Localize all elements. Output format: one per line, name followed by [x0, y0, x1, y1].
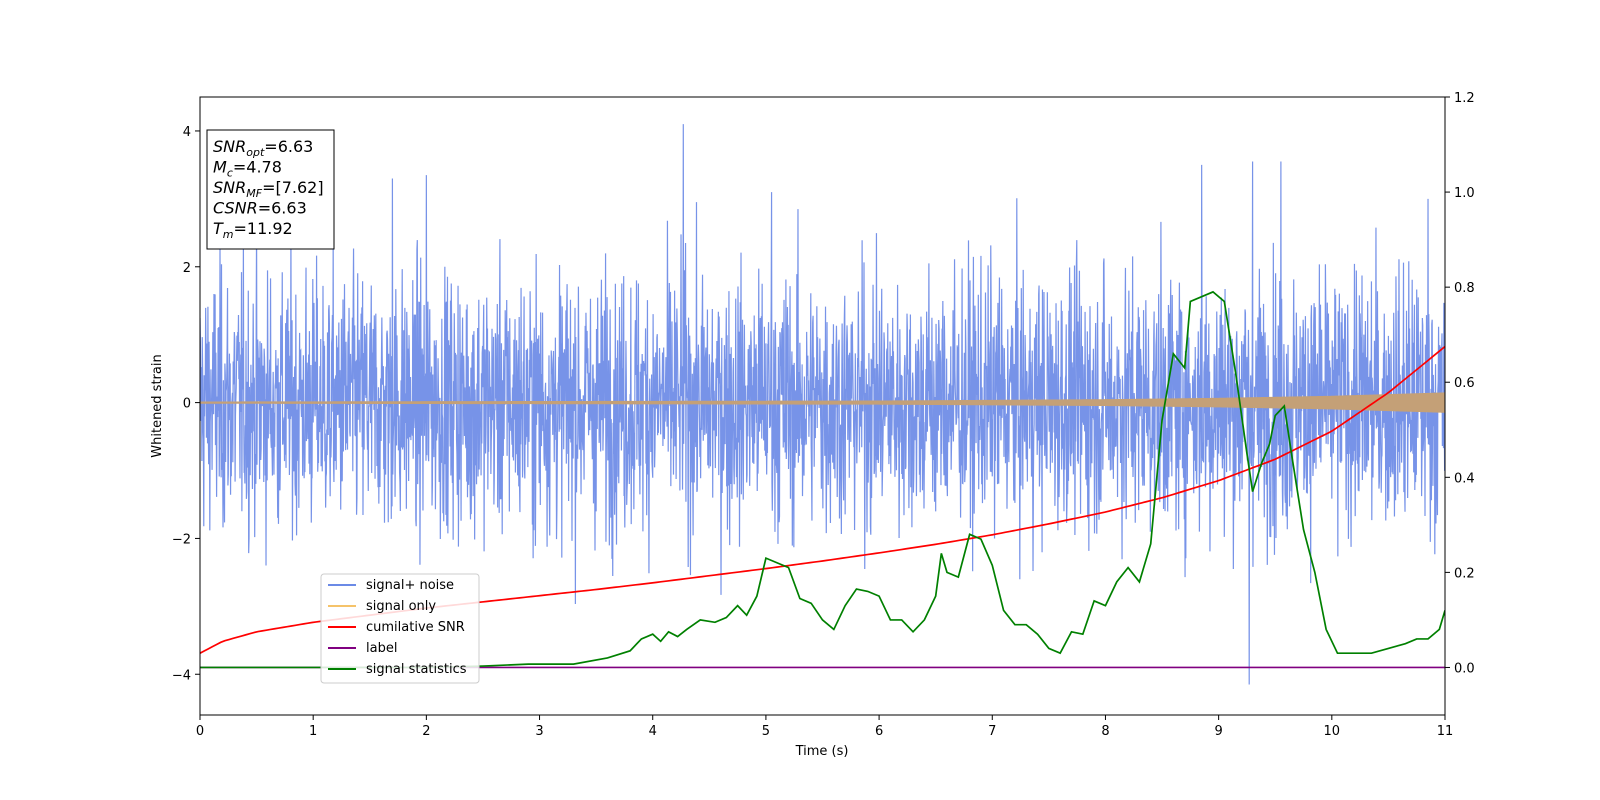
y-axis-label: Whitened strain — [150, 354, 165, 457]
annotation-frame — [206, 129, 335, 250]
x-tick-label: 10 — [1324, 724, 1341, 739]
series-signal-only — [200, 392, 1445, 413]
y2-tick-label: 0.8 — [1454, 281, 1475, 296]
plot-frame — [199, 96, 1446, 716]
x-tick-label: 11 — [1437, 724, 1454, 739]
series-signal-noise — [200, 124, 1445, 685]
y2-tick-label: 0.0 — [1454, 661, 1475, 676]
x-tick-label: 6 — [875, 724, 883, 739]
legend-label: signal only — [366, 599, 436, 614]
y2-tick-label: 1.2 — [1454, 91, 1475, 106]
x-tick-label: 7 — [988, 724, 996, 739]
x-axis: 0 1 2 3 4 5 6 7 8 9 10 11 — [196, 715, 1453, 739]
annotation-line: SNRMF=[7.62] — [213, 178, 324, 200]
x-tick-label: 4 — [649, 724, 657, 739]
legend: signal+ noise signal only cumilative SNR la… — [320, 573, 480, 684]
y-axis-right: 1.2 1.0 0.8 0.6 0.4 0.2 0.0 — [1445, 91, 1475, 676]
y2-tick-label: 0.4 — [1454, 471, 1475, 486]
y-tick-label: −2 — [172, 532, 191, 547]
x-tick-label: 2 — [422, 724, 430, 739]
legend-label: cumilative SNR — [366, 620, 465, 635]
x-tick-label: 5 — [762, 724, 770, 739]
x-tick-label: 9 — [1214, 724, 1222, 739]
x-tick-label: 0 — [196, 724, 204, 739]
annotation-line: CSNR=6.63 — [213, 199, 307, 218]
y2-tick-label: 0.6 — [1454, 376, 1475, 391]
annotation-box: SNRopt=6.63Mc=4.78SNRMF=[7.62]CSNR=6.63T… — [206, 129, 335, 250]
annotation-line: Tm=11.92 — [213, 219, 293, 241]
series-signal-statistics — [200, 290, 1445, 669]
x-tick-label: 8 — [1101, 724, 1109, 739]
legend-frame — [320, 573, 480, 684]
x-tick-label: 1 — [309, 724, 317, 739]
annotation-line: SNRopt=6.63 — [213, 137, 313, 159]
y-tick-label: 4 — [183, 125, 191, 140]
y2-tick-label: 1.0 — [1454, 186, 1475, 201]
x-axis-label: Time (s) — [795, 744, 849, 759]
y-tick-label: 2 — [183, 261, 191, 276]
y-axis-left: 4 2 0 −2 −4 — [172, 125, 200, 683]
y2-tick-label: 0.2 — [1454, 566, 1475, 581]
x-tick-label: 3 — [535, 724, 543, 739]
legend-label: label — [366, 641, 397, 656]
annotation-line: Mc=4.78 — [213, 158, 282, 180]
legend-label: signal statistics — [366, 662, 467, 677]
y-tick-label: −4 — [172, 668, 191, 683]
y-tick-label: 0 — [183, 397, 191, 412]
legend-label: signal+ noise — [366, 578, 454, 593]
